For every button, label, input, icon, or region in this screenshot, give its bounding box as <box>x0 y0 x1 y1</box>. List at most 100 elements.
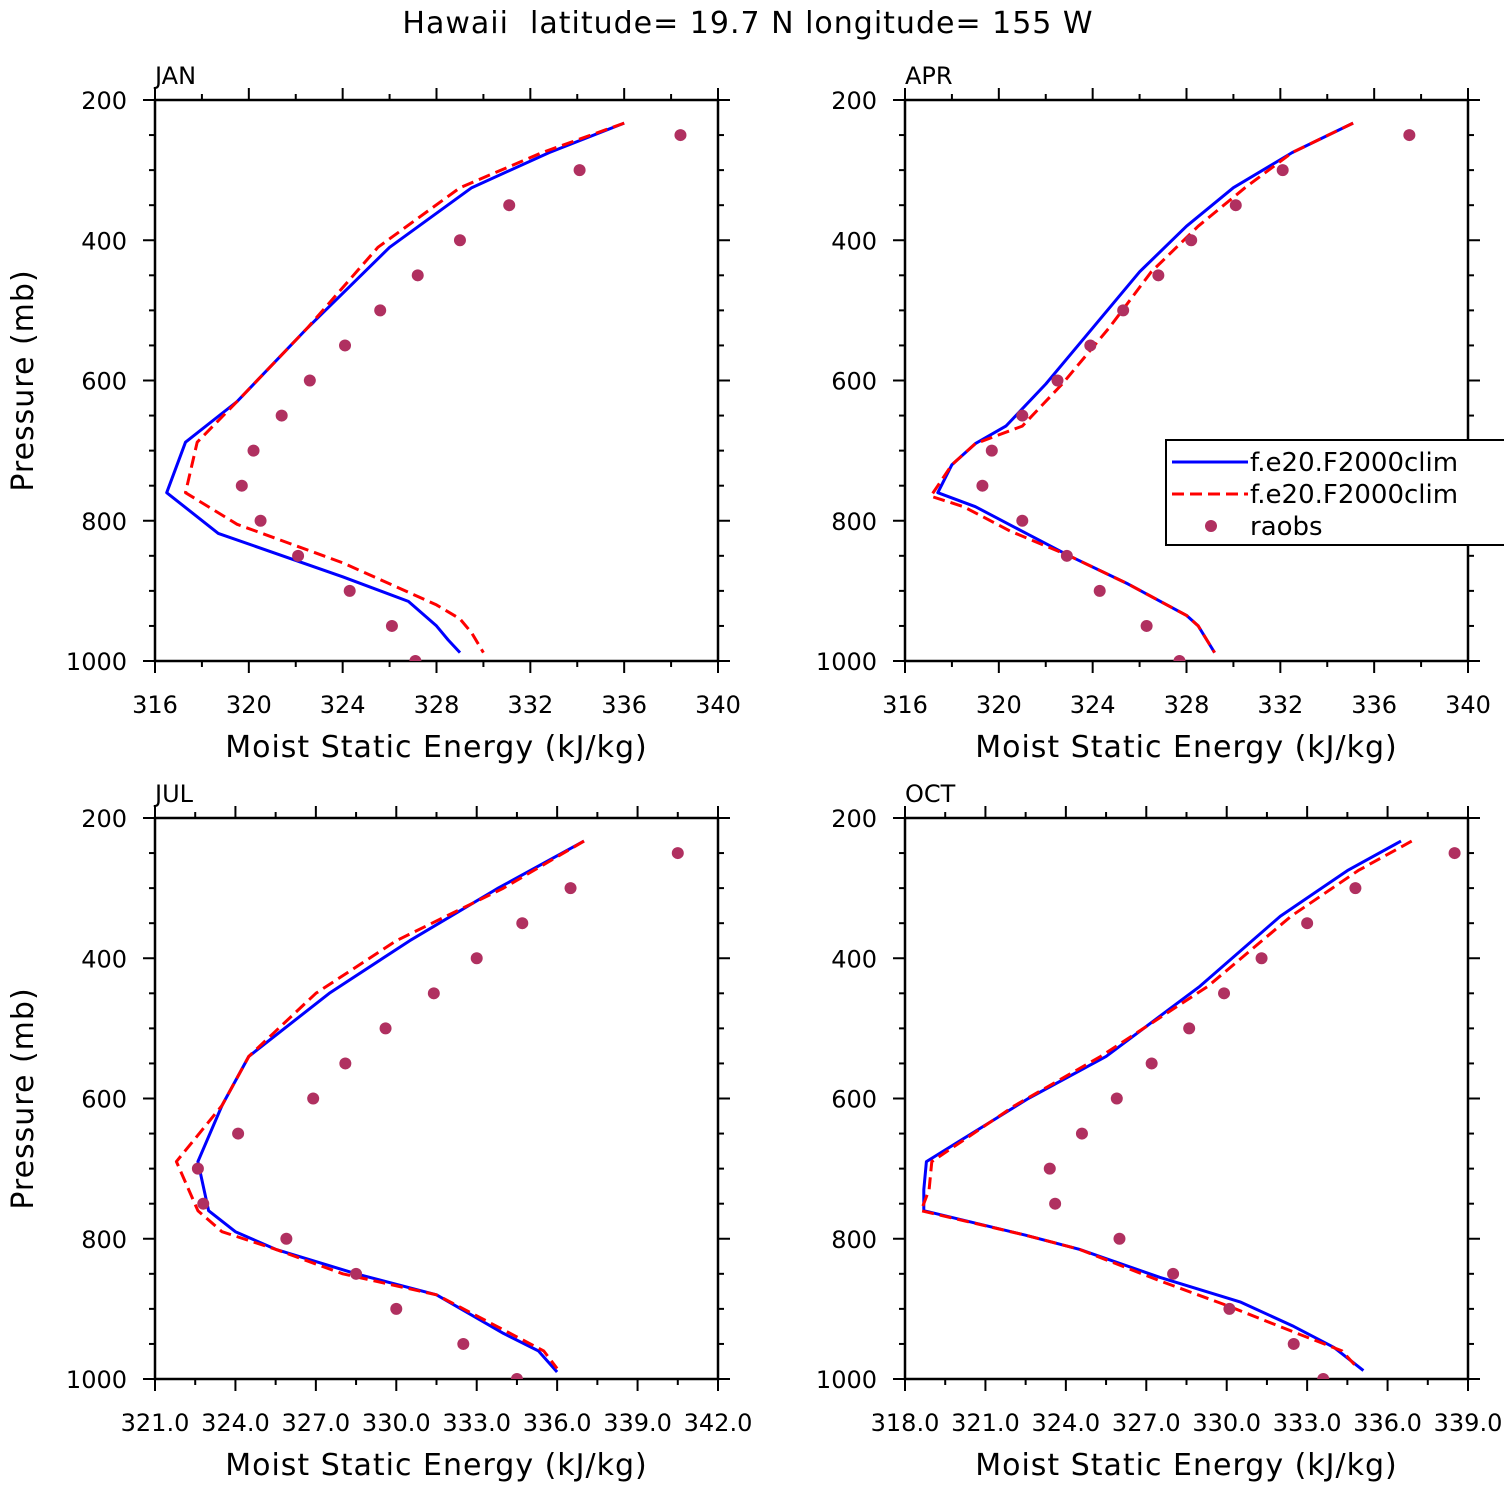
x-tick-label: 316 <box>882 691 928 719</box>
y-tick-label: 600 <box>831 368 877 396</box>
raobs-point <box>671 847 684 860</box>
raobs-point <box>1229 199 1242 212</box>
series-line-solid <box>922 839 1402 1372</box>
raobs-point <box>674 129 687 142</box>
raobs-point <box>1167 1267 1180 1280</box>
raobs-point <box>197 1197 210 1210</box>
raobs-point <box>235 479 248 492</box>
plot-area <box>165 121 687 661</box>
y-tick-label: 200 <box>831 87 877 115</box>
series-line-dashed <box>184 121 625 654</box>
x-axis-title: Moist Static Energy (kJ/kg) <box>975 1448 1398 1483</box>
raobs-point <box>1152 269 1165 282</box>
raobs-point <box>503 199 516 212</box>
y-tick-label: 600 <box>81 368 127 396</box>
raobs-point <box>1173 655 1186 661</box>
raobs-point <box>411 269 424 282</box>
raobs-point <box>339 1057 352 1070</box>
x-tick-label: 324.0 <box>201 1409 270 1437</box>
legend-box <box>1165 439 1504 546</box>
raobs-point <box>453 234 466 247</box>
panel-oct: OCT 318.0 321.0 324.0 327.0 330.0 333.0 336.0 33… <box>816 780 1502 1483</box>
raobs-point <box>1016 514 1029 527</box>
y-tick-label: 1000 <box>816 1366 877 1394</box>
panel-apr: APR 316 320 324 328 332 336 340 200 400 600 800 1000… <box>816 62 1491 765</box>
raobs-point <box>427 987 440 1000</box>
x-tick-label: 324 <box>1070 691 1116 719</box>
y-tick-label: 400 <box>831 227 877 255</box>
x-tick-label: 333.0 <box>1273 1409 1342 1437</box>
raobs-point <box>985 444 998 457</box>
y-tick-label: 200 <box>831 805 877 833</box>
x-tick-label: 320 <box>226 691 272 719</box>
x-tick-label: 336 <box>1351 691 1397 719</box>
raobs-point <box>1183 1022 1196 1035</box>
x-tick-label: 333.0 <box>442 1409 511 1437</box>
series-line-solid <box>936 121 1354 654</box>
panel-label: JAN <box>153 62 196 90</box>
x-tick-label: 330.0 <box>362 1409 431 1437</box>
x-tick-label: 327.0 <box>281 1409 350 1437</box>
series-line-solid <box>196 839 585 1373</box>
raobs-point <box>1075 1127 1088 1140</box>
x-tick-label: 336.0 <box>1353 1409 1422 1437</box>
y-tick-label: 400 <box>81 227 127 255</box>
legend-label: raobs <box>1250 512 1323 542</box>
x-axis-title: Moist Static Energy (kJ/kg) <box>225 1448 648 1483</box>
raobs-point <box>1349 882 1362 895</box>
raobs-point <box>1093 584 1106 597</box>
raobs-point <box>232 1127 245 1140</box>
raobs-point <box>1255 952 1268 965</box>
y-tick-label: 800 <box>81 508 127 536</box>
x-tick-label: 324 <box>320 691 366 719</box>
series-line-dashed <box>174 839 585 1370</box>
raobs-point <box>1301 917 1314 930</box>
x-axis-title: Moist Static Energy (kJ/kg) <box>975 730 1398 765</box>
y-tick-label: 400 <box>831 945 877 973</box>
raobs-point <box>1140 619 1153 632</box>
x-tick-label: 339.0 <box>1434 1409 1503 1437</box>
raobs-point <box>280 1232 293 1245</box>
x-tick-label: 340 <box>695 691 741 719</box>
raobs-point <box>374 304 387 317</box>
y-tick-label: 1000 <box>66 1366 127 1394</box>
raobs-point <box>390 1302 403 1315</box>
raobs-point <box>457 1337 470 1350</box>
raobs-point <box>191 1162 204 1175</box>
raobs-point <box>343 584 356 597</box>
raobs-point <box>976 479 989 492</box>
legend-label: f.e20.F2000clim <box>1250 480 1458 510</box>
x-tick-label: 340 <box>1445 691 1491 719</box>
raobs-point <box>1016 409 1029 422</box>
x-tick-label: 339.0 <box>603 1409 672 1437</box>
raobs-point <box>1218 987 1231 1000</box>
raobs-point <box>1287 1337 1300 1350</box>
figure-title: Hawaii latitude= 19.7 N longitude= 155 W <box>402 6 1093 41</box>
raobs-point <box>339 339 352 352</box>
raobs-point <box>409 655 422 661</box>
y-tick-label: 400 <box>81 945 127 973</box>
x-tick-label: 342.0 <box>684 1409 753 1437</box>
x-tick-label: 330.0 <box>1192 1409 1261 1437</box>
x-tick-label: 320 <box>976 691 1022 719</box>
raobs-point <box>510 1373 523 1379</box>
raobs-point <box>385 619 398 632</box>
x-tick-label: 328 <box>1164 691 1210 719</box>
raobs-point <box>470 952 483 965</box>
raobs-point <box>350 1267 363 1280</box>
raobs-point <box>292 549 305 562</box>
raobs-point <box>307 1092 320 1105</box>
raobs-point <box>1110 1092 1123 1105</box>
legend-label: f.e20.F2000clim <box>1250 448 1458 478</box>
plot-area <box>929 121 1416 661</box>
x-axis-title: Moist Static Energy (kJ/kg) <box>225 730 648 765</box>
x-tick-label: 336 <box>601 691 647 719</box>
plot-frame <box>903 98 1470 663</box>
raobs-point <box>1117 304 1130 317</box>
x-tick-label: 327.0 <box>1112 1409 1181 1437</box>
raobs-point <box>1113 1232 1126 1245</box>
y-tick-label: 1000 <box>66 648 127 676</box>
series-line-dashed <box>919 839 1413 1370</box>
